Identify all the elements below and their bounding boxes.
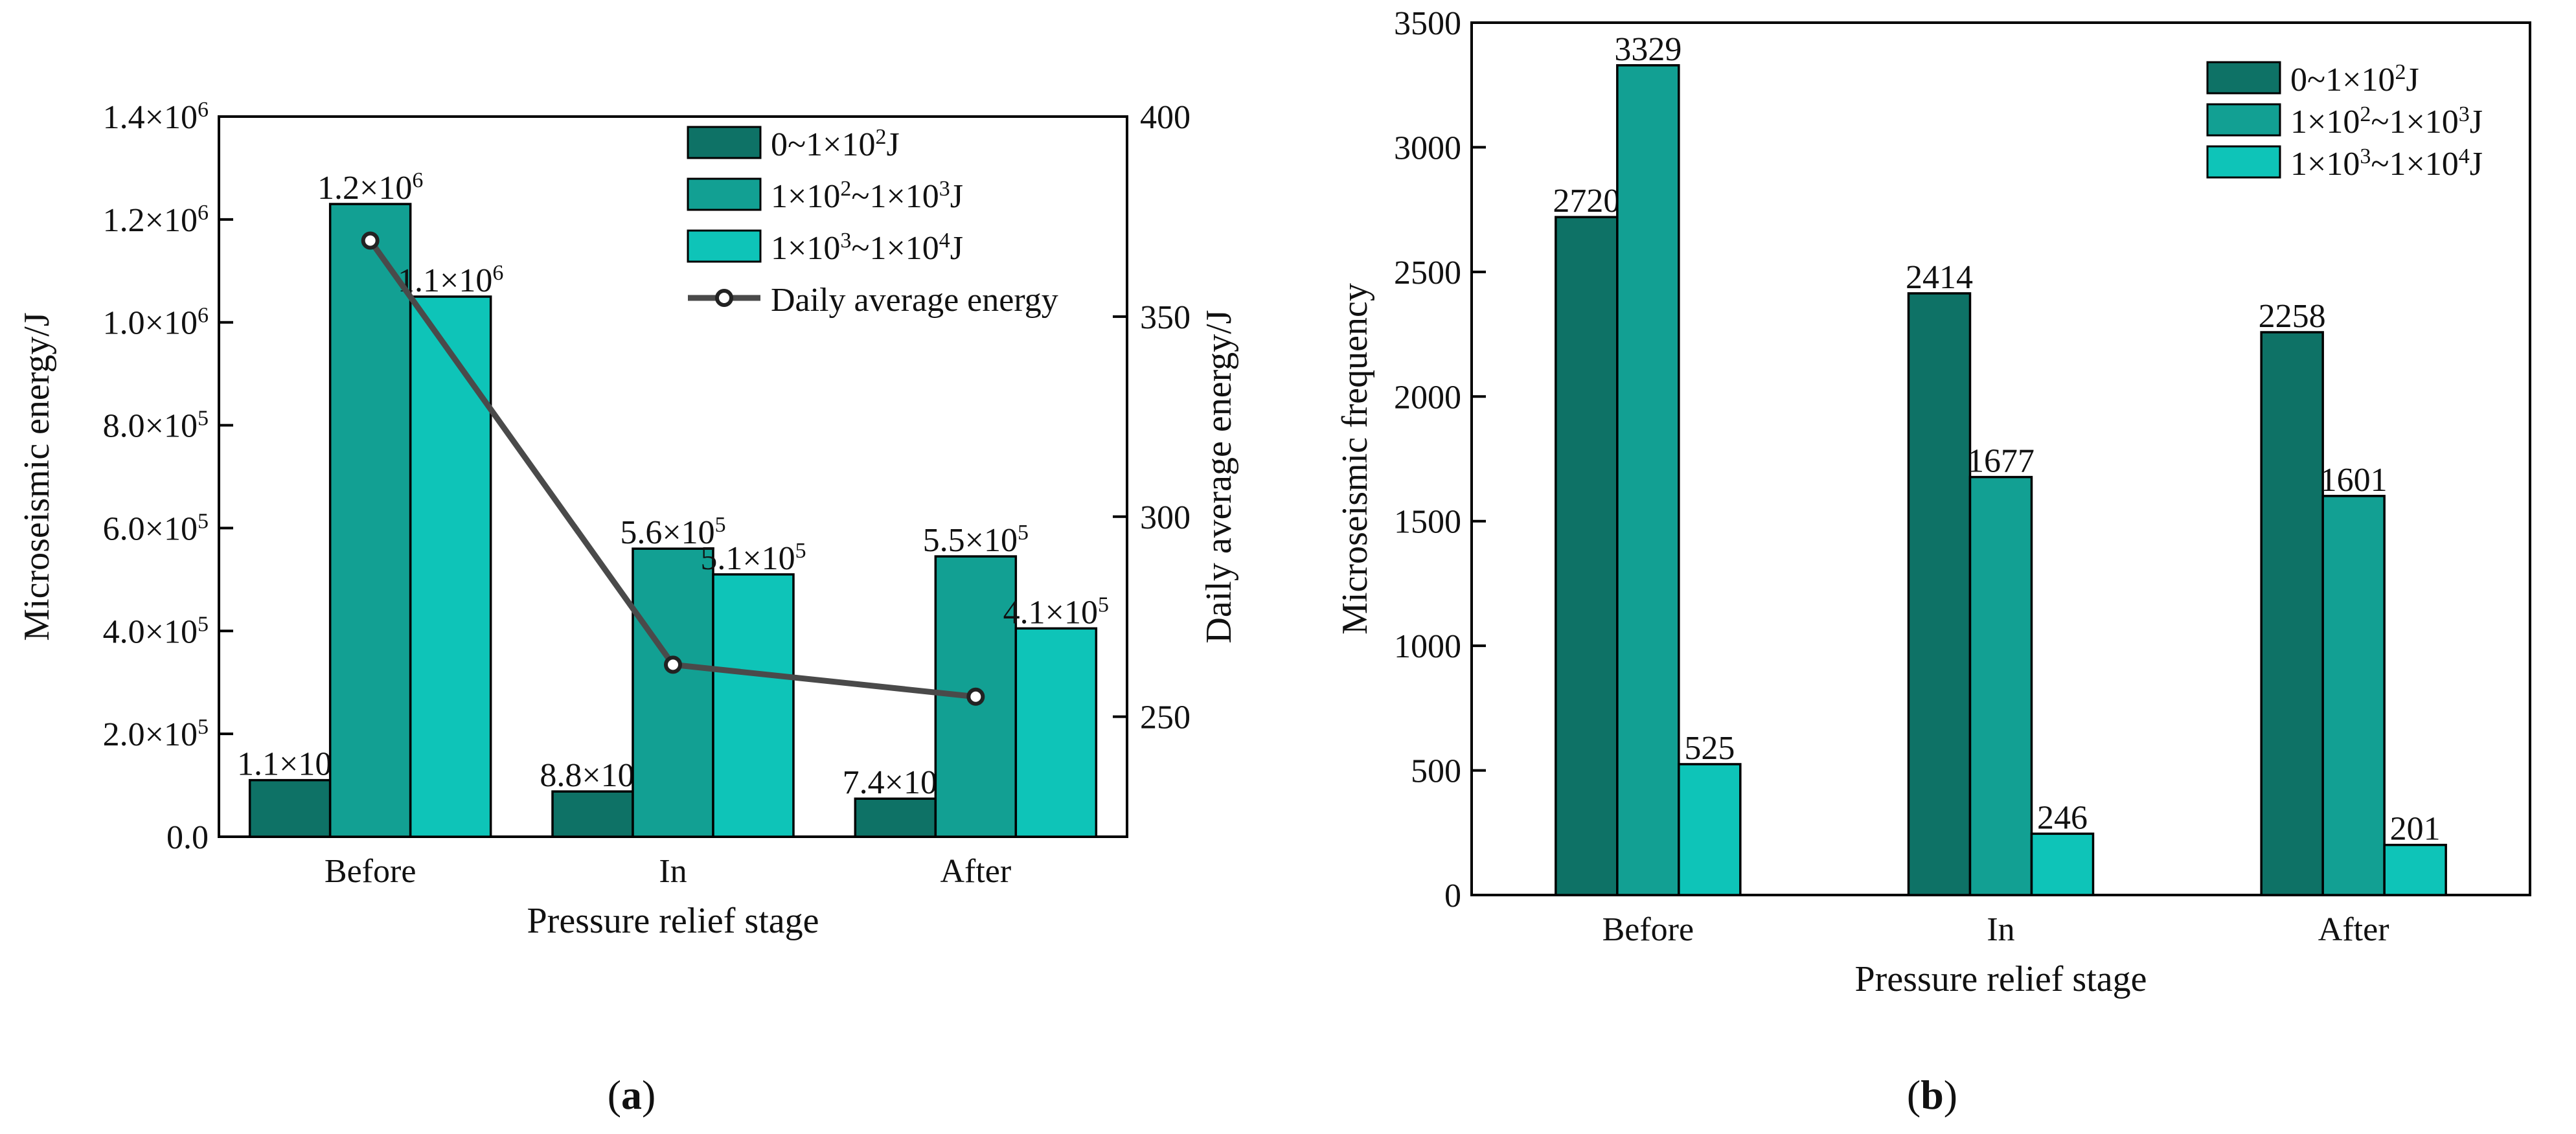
chart-a: 0.0 2.0×105 4.0×105 6.0×105 8.0×105 1.0×106 1.…: [17, 98, 1239, 942]
y-axis-title: Microseismic energy/J: [17, 312, 57, 641]
bar-1×10³~1×10⁴J: [2030, 832, 2095, 896]
legend-swatch: [687, 126, 762, 159]
legend-swatch: [687, 177, 762, 211]
x-axis-title: Pressure relief stage: [1855, 959, 2147, 999]
y-tick-label: 1.4×106: [103, 98, 209, 137]
legend-label: Daily average energy: [771, 282, 1058, 319]
bar-1×10²~1×10³J: [2321, 495, 2386, 896]
data-label: 1.2×106: [317, 168, 423, 207]
y-tick-label: 2500: [1394, 255, 1461, 291]
y-tick-label: 1.2×106: [103, 200, 209, 239]
x-tick-label: Before: [1602, 911, 1694, 948]
legend-swatch: [2206, 103, 2281, 137]
x-tick-label: In: [659, 853, 687, 890]
legend-label: 1×103~1×104J: [2290, 144, 2483, 183]
y2-tick-label: 350: [1140, 299, 1191, 336]
daily-average-point: [664, 655, 682, 674]
legend-label: 0~1×102J: [771, 125, 900, 164]
bar-0~1×10²J: [248, 778, 332, 838]
data-label: 7.4×104: [843, 763, 948, 802]
legend-label: 1×103~1×104J: [771, 229, 963, 267]
data-label: 3329: [1614, 31, 1681, 68]
y2-tick-label: 250: [1140, 699, 1191, 736]
data-label: 8.8×104: [540, 756, 645, 795]
legend: 0~1×102J 1×102~1×103J 1×103~1×104J Daily av…: [687, 125, 1058, 319]
caption-a: (a): [608, 1072, 656, 1118]
legend-label: 1×102~1×103J: [2290, 102, 2483, 141]
y-tick-label: 1.0×106: [103, 303, 209, 342]
bar-1×10³~1×10⁴J: [409, 295, 492, 838]
bar-1×10²~1×10³J: [1616, 64, 1680, 896]
y-tick-label: 1000: [1394, 628, 1461, 665]
data-label: 1677: [1967, 443, 2035, 480]
data-label: 2414: [1906, 259, 1973, 296]
bar-1×10³~1×10⁴J: [1014, 627, 1098, 838]
bar-0~1×10²J: [854, 797, 937, 838]
bar-1×10²~1×10³J: [1968, 475, 2033, 896]
bar-0~1×10²J: [1555, 216, 1619, 896]
legend-line-marker: [715, 289, 733, 307]
bar-1×10²~1×10³J: [632, 547, 714, 838]
data-label: 2720: [1553, 183, 1620, 220]
y-axis-title: Microseismic frequency: [1335, 283, 1375, 635]
daily-average-point: [966, 687, 985, 706]
y2-tick-label: 300: [1140, 499, 1191, 536]
data-label: 246: [2037, 799, 2088, 836]
x-tick-label: Before: [325, 853, 416, 890]
x-axis-title: Pressure relief stage: [527, 901, 819, 941]
bar-1×10³~1×10⁴J: [1678, 763, 1742, 896]
data-label: 1.1×105: [237, 744, 343, 783]
y-tick-label: 0: [1444, 878, 1461, 914]
legend-label: 0~1×102J: [2290, 60, 2419, 99]
bar-1×10³~1×10⁴J: [712, 573, 795, 838]
legend-swatch: [2206, 145, 2281, 179]
x-tick-label: In: [1987, 911, 2014, 948]
y-tick-label: 6.0×105: [103, 509, 209, 548]
bar-1×10²~1×10³J: [328, 203, 412, 838]
x-tick-label: After: [940, 853, 1011, 890]
y-tick-label: 2000: [1394, 379, 1461, 416]
y-tick-label: 8.0×105: [103, 406, 209, 445]
data-label: 5.6×105: [620, 513, 725, 552]
chart-b: 0 500 1000 1500 2000 2500 3000 3500 2720 3329 525 B…: [1335, 5, 2531, 999]
data-label: 5.5×105: [923, 521, 1029, 560]
data-label: 1601: [2320, 462, 2388, 499]
y-tick-label: 1500: [1394, 504, 1461, 541]
legend-label: 1×102~1×103J: [771, 177, 963, 216]
y-tick-label: 2.0×105: [103, 715, 209, 754]
legend-swatch: [687, 229, 762, 263]
caption-b: (b): [1907, 1072, 1957, 1118]
bar-0~1×10²J: [2260, 331, 2324, 896]
y-tick-label: 4.0×105: [103, 612, 209, 651]
data-label: 4.1×105: [1003, 593, 1109, 631]
bar-1×10³~1×10⁴J: [2383, 843, 2447, 896]
legend-swatch: [2206, 61, 2281, 95]
x-tick-label: After: [2318, 911, 2389, 948]
data-label: 2258: [2259, 298, 2326, 335]
data-label: 1.1×106: [398, 261, 503, 300]
data-label: 525: [1684, 730, 1735, 767]
y2-axis-title: Daily average energy/J: [1199, 310, 1239, 643]
y-tick-label: 0.0: [166, 819, 209, 856]
bar-0~1×10²J: [1907, 292, 1972, 896]
daily-average-point: [361, 231, 380, 250]
y2-tick-label: 400: [1140, 99, 1191, 136]
data-label: 201: [2390, 811, 2441, 848]
y-tick-label: 3500: [1394, 5, 1461, 42]
data-label: 5.1×105: [700, 538, 806, 577]
bar-0~1×10²J: [551, 790, 634, 838]
y-tick-label: 500: [1411, 753, 1461, 790]
y-tick-label: 3000: [1394, 130, 1461, 166]
